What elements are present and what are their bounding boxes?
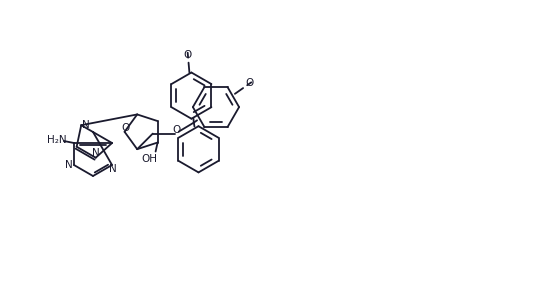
Text: OH: OH	[141, 153, 158, 164]
Text: H₂N: H₂N	[47, 135, 67, 145]
Text: O: O	[173, 125, 181, 135]
Text: N: N	[82, 120, 90, 130]
Text: N: N	[109, 164, 117, 174]
Text: O: O	[122, 123, 130, 133]
Text: N: N	[92, 148, 100, 158]
Text: N: N	[65, 160, 73, 170]
Text: O: O	[183, 50, 192, 60]
Text: O: O	[245, 79, 254, 88]
